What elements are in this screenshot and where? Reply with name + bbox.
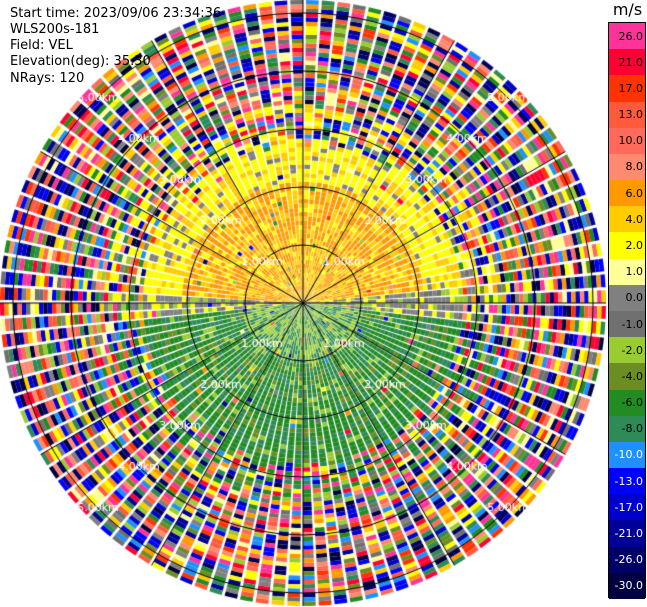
- colorbar-tick-label: 13.0: [618, 108, 644, 122]
- colorbar-level: -13.0: [609, 468, 645, 495]
- colorbar-tick-label: -26.0: [614, 553, 643, 567]
- ppi-velocity-plot: [0, 0, 607, 607]
- colorbar-level: -10.0: [609, 441, 645, 469]
- colorbar-tick-label: 2.0: [625, 239, 644, 253]
- colorbar-tick-label: 21.0: [618, 55, 644, 69]
- field-label: Field: VEL: [10, 38, 73, 53]
- colorbar-tick-label: 1.0: [625, 265, 644, 279]
- colorbar-tick-label: -6.0: [621, 396, 643, 410]
- colorbar-level: -1.0: [609, 311, 645, 338]
- colorbar-level: -4.0: [609, 363, 645, 390]
- colorbar-tick-label: -1.0: [621, 317, 643, 331]
- colorbar-level: 4.0: [609, 206, 645, 233]
- colorbar-level: -17.0: [609, 494, 645, 521]
- colorbar: 26.0 21.0 17.0 13.0 10.0 8.0 6.0 4.0 2.0 1.0 0.0 -1…: [608, 22, 646, 599]
- colorbar-level: 26.0: [609, 23, 645, 50]
- colorbar-level: 8.0: [609, 153, 645, 181]
- colorbar-tick-label: 0.0: [625, 291, 644, 305]
- colorbar-level: 17.0: [609, 75, 645, 102]
- colorbar-tick-label: -21.0: [614, 527, 643, 541]
- colorbar-tick-label: -4.0: [621, 369, 643, 383]
- colorbar-tick-label: -8.0: [621, 422, 643, 436]
- colorbar-level: 0.0: [609, 284, 645, 311]
- colorbar-level: -26.0: [609, 546, 645, 573]
- colorbar-tick-label: -10.0: [614, 448, 643, 462]
- nrays-label: NRays: 120: [10, 71, 85, 86]
- colorbar-level: -21.0: [609, 520, 645, 547]
- colorbar-tick-label: 17.0: [618, 81, 644, 95]
- colorbar-tick-label: -2.0: [621, 343, 643, 357]
- start-time-label: Start time: 2023/09/06 23:34:36: [10, 6, 222, 21]
- colorbar-level: -2.0: [609, 337, 645, 364]
- colorbar-level: -6.0: [609, 389, 645, 416]
- colorbar-level: -8.0: [609, 415, 645, 442]
- colorbar-level: 21.0: [609, 49, 645, 76]
- colorbar-tick-label: 8.0: [625, 160, 644, 174]
- elevation-label: Elevation(deg): 35.30: [10, 54, 151, 69]
- instrument-label: WLS200s-181: [10, 22, 100, 37]
- colorbar-level: -30.0: [609, 572, 645, 599]
- colorbar-level: 2.0: [609, 232, 645, 259]
- colorbar-tick-label: -13.0: [614, 474, 643, 488]
- colorbar-tick-label: -17.0: [614, 500, 643, 514]
- colorbar-tick-label: -30.0: [614, 579, 643, 593]
- colorbar-level: 1.0: [609, 258, 645, 285]
- colorbar-tick-label: 4.0: [625, 212, 644, 226]
- colorbar-tick-label: 10.0: [618, 134, 644, 148]
- colorbar-level: 10.0: [609, 127, 645, 154]
- colorbar-unit: m/s: [612, 0, 643, 19]
- colorbar-level: 13.0: [609, 101, 645, 128]
- colorbar-level: 6.0: [609, 180, 645, 207]
- colorbar-tick-label: 6.0: [625, 186, 644, 200]
- colorbar-tick-label: 26.0: [618, 29, 644, 43]
